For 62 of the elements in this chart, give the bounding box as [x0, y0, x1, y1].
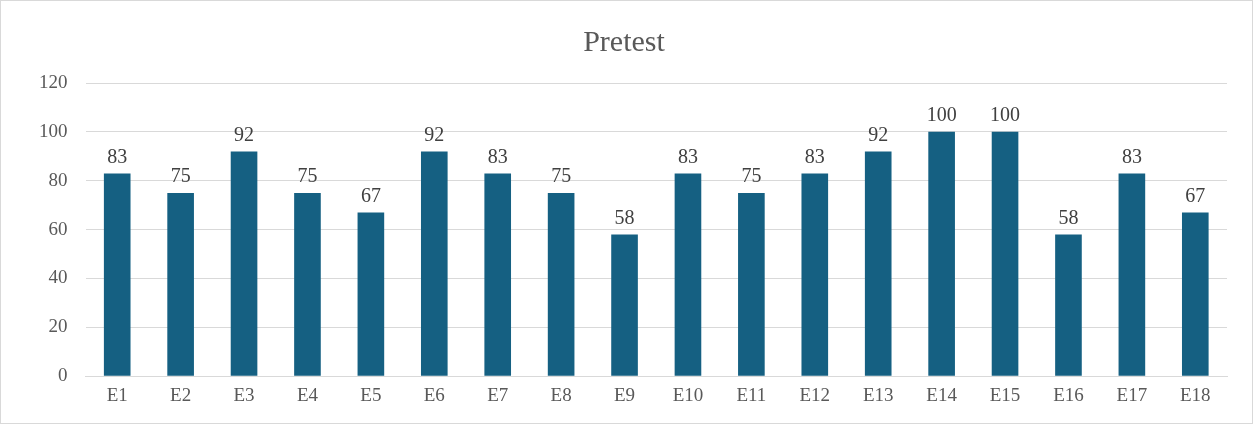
data-label: 92: [868, 122, 889, 145]
data-label: 83: [107, 144, 128, 167]
bar: [1118, 173, 1146, 376]
y-tick-label: 60: [48, 217, 68, 239]
x-tick-label: E11: [736, 383, 767, 405]
bar: [484, 173, 512, 376]
x-tick-label: E8: [550, 383, 572, 405]
bar: [294, 192, 321, 376]
x-tick-label: E7: [487, 383, 509, 405]
data-label: 75: [741, 164, 762, 187]
bar: [1181, 212, 1209, 376]
data-label: 83: [1121, 144, 1142, 167]
data-label: 100: [990, 103, 1021, 126]
data-label: 58: [1058, 205, 1079, 228]
bar: [801, 173, 829, 376]
data-label: 75: [297, 164, 318, 187]
bar: [611, 234, 638, 376]
x-tick-label: E5: [360, 383, 382, 405]
x-tick-label: E4: [296, 383, 319, 405]
data-label: 83: [677, 144, 698, 167]
bar: [103, 173, 131, 376]
y-tick-label: 120: [39, 70, 68, 92]
data-label: 83: [804, 144, 825, 167]
x-tick-label: E18: [1179, 383, 1211, 405]
bar: [167, 192, 194, 376]
y-tick-label: 20: [48, 315, 68, 337]
chart-title: Pretest: [583, 23, 666, 57]
x-tick-label: E2: [170, 383, 192, 405]
x-tick-label: E6: [423, 383, 445, 405]
data-label: 58: [614, 205, 635, 228]
data-label: 83: [487, 144, 508, 167]
bar: [230, 151, 258, 376]
bar: [864, 151, 892, 376]
data-label: 100: [926, 103, 957, 126]
x-tick-label: E15: [989, 383, 1021, 405]
data-label: 67: [1185, 183, 1206, 206]
bar: [357, 212, 385, 376]
y-tick-label: 80: [48, 168, 68, 190]
x-tick-label: E1: [106, 383, 128, 405]
x-tick-label: E13: [862, 383, 894, 405]
bar: [991, 131, 1019, 376]
x-tick-label: E10: [672, 383, 704, 405]
x-tick-label: E17: [1116, 383, 1148, 405]
bar: [1055, 234, 1082, 376]
x-tick-label: E14: [926, 383, 958, 405]
data-label: 92: [424, 122, 445, 145]
data-label: 92: [234, 122, 255, 145]
data-label: 75: [170, 164, 191, 187]
bar: [547, 192, 575, 376]
y-tick-label: 0: [58, 364, 68, 386]
bar: [738, 192, 765, 376]
bar: [420, 151, 448, 376]
y-tick-label: 40: [48, 266, 68, 288]
x-tick-label: E3: [233, 383, 255, 405]
x-tick-label: E9: [613, 383, 636, 405]
y-tick-label: 100: [39, 119, 68, 141]
x-tick-label: E16: [1053, 383, 1084, 405]
data-label: 75: [551, 164, 572, 187]
x-tick-label: E12: [799, 383, 831, 405]
bar: [928, 131, 955, 376]
bar: [674, 173, 702, 376]
data-label: 67: [360, 183, 381, 206]
